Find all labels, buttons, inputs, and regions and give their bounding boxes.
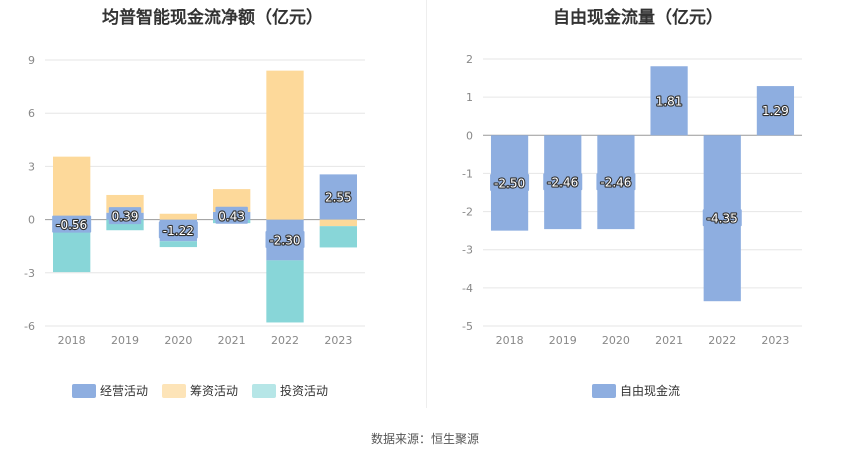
y-tick-label: -1 — [462, 167, 473, 180]
bar-financing — [266, 70, 304, 220]
x-tick-label: 2018 — [58, 334, 86, 347]
bar-financing — [319, 219, 357, 227]
legend-label: 筹资活动 — [190, 384, 238, 398]
x-tick-label: 2019 — [111, 334, 139, 347]
free-cash-flow-chart-panel: 自由现金流量（亿元） 2 1 0 -1 -2 -3 -4 -5 2018 2019 2020 2021… — [426, 0, 850, 420]
bar-investing — [319, 226, 357, 248]
data-label: -1.22 — [163, 224, 194, 238]
data-label-bg — [490, 173, 530, 191]
data-label: -2.46 — [600, 176, 631, 190]
bar-investing — [159, 241, 197, 248]
x-tick-label: 2022 — [708, 334, 736, 347]
data-label-bg — [322, 187, 355, 205]
y-tick-label: -3 — [462, 244, 473, 257]
x-tick-label: 2023 — [324, 334, 352, 347]
free-cash-flow-chart-title: 自由现金流量（亿元） — [553, 8, 723, 28]
y-tick-label: 6 — [28, 107, 35, 120]
y-tick-label: -5 — [462, 320, 473, 333]
data-label: 1.81 — [656, 94, 683, 108]
data-source-note: 数据来源：恒生聚源 — [370, 432, 479, 446]
bar-investing — [266, 260, 304, 323]
bar-financing — [159, 213, 197, 220]
bar-investing — [106, 219, 144, 231]
data-label-bg — [265, 230, 305, 248]
y-tick-label: -2 — [462, 206, 473, 219]
y-tick-label: -4 — [462, 282, 473, 295]
data-label: -2.46 — [547, 176, 578, 190]
legend-label: 经营活动 — [100, 384, 148, 398]
data-label-bg — [215, 206, 248, 224]
x-tick-label: 2023 — [761, 334, 789, 347]
y-tick-label: 3 — [28, 160, 35, 173]
free-cash-flow-chart: 2 1 0 -1 -2 -3 -4 -5 2018 2019 2020 2021 2022 2023 -2.… — [462, 53, 802, 398]
cash-flow-chart: 9 6 3 0 -3 -6 2018 2019 2020 2021 2022 2023 -0.56 0.3… — [24, 54, 365, 398]
y-tick-label: 1 — [466, 91, 473, 104]
data-label-bg — [652, 91, 686, 109]
data-label-bg — [52, 215, 92, 233]
data-label-bg — [158, 221, 198, 239]
y-tick-label: -3 — [24, 267, 35, 280]
data-label: -0.56 — [56, 218, 87, 232]
y-tick-label: -6 — [24, 320, 35, 333]
cash-flow-chart-title: 均普智能现金流净额（亿元） — [102, 8, 323, 28]
data-label-bg — [702, 209, 742, 227]
data-label: -4.35 — [707, 212, 738, 226]
y-tick-label: 0 — [466, 129, 473, 142]
data-label: 1.29 — [762, 104, 789, 118]
x-tick-label: 2021 — [655, 334, 683, 347]
data-label: -2.30 — [269, 233, 300, 247]
legend-label: 投资活动 — [280, 383, 328, 398]
x-tick-label: 2018 — [496, 334, 524, 347]
x-tick-label: 2020 — [602, 334, 630, 347]
data-label: 0.43 — [218, 209, 245, 223]
data-label-bg — [759, 101, 792, 119]
data-label: -2.50 — [494, 176, 525, 190]
legend-swatch — [592, 384, 616, 398]
legend-swatch — [252, 384, 276, 398]
y-tick-label: 0 — [28, 214, 35, 227]
x-tick-label: 2021 — [218, 334, 246, 347]
cash-flow-chart-panel: 均普智能现金流净额（亿元） 9 6 3 0 -3 -6 2018 2019 2020 2021 20… — [0, 0, 425, 420]
y-tick-label: 2 — [466, 53, 473, 66]
x-tick-label: 2019 — [549, 334, 577, 347]
panel-divider — [426, 0, 427, 408]
legend-swatch — [72, 384, 96, 398]
data-label: 0.39 — [112, 210, 139, 224]
data-label-bg — [543, 173, 583, 191]
bar-financing — [53, 156, 91, 220]
legend-swatch — [162, 384, 186, 398]
x-tick-label: 2022 — [271, 334, 299, 347]
data-label: 2.55 — [325, 190, 352, 204]
data-label-bg — [108, 207, 142, 225]
legend-label: 自由现金流 — [620, 383, 680, 398]
bar-financing — [213, 189, 251, 212]
data-label-bg — [596, 173, 636, 191]
y-tick-label: 9 — [28, 54, 35, 67]
x-tick-label: 2020 — [164, 334, 192, 347]
bar-investing — [53, 229, 91, 273]
